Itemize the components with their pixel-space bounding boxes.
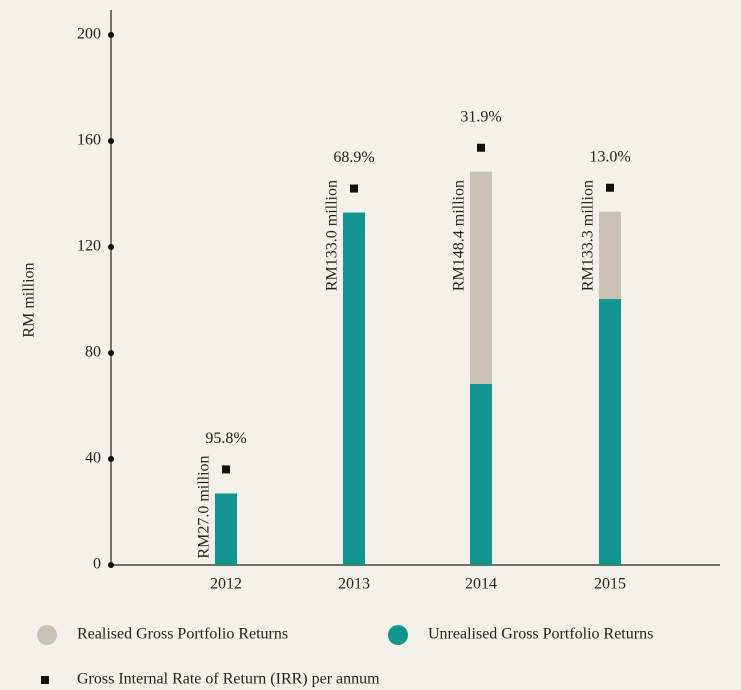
irr-label: 31.9% — [460, 108, 501, 125]
x-tick-label: 2015 — [594, 576, 626, 593]
bar-segment — [343, 212, 365, 566]
y-tick — [108, 138, 114, 144]
irr-label: 13.0% — [589, 148, 630, 165]
legend-label: Gross Internal Rate of Return (IRR) per … — [77, 671, 380, 688]
bar-segment — [470, 384, 492, 565]
y-tick — [108, 562, 114, 568]
y-tick — [108, 350, 114, 356]
y-tick — [108, 244, 114, 250]
bar-segment — [599, 298, 621, 565]
y-tick-label: 40 — [85, 450, 101, 467]
irr-marker — [350, 184, 358, 193]
legend-swatch — [37, 625, 57, 645]
x-tick-label: 2014 — [465, 576, 497, 593]
legend-swatch — [388, 625, 408, 645]
x-tick-label: 2012 — [210, 576, 242, 593]
total-label: RM27.0 million — [196, 455, 213, 558]
y-tick-label: 0 — [93, 556, 101, 573]
total-label: RM133.0 million — [324, 180, 341, 291]
y-tick — [108, 32, 114, 38]
irr-marker — [606, 183, 614, 192]
legend-label: Realised Gross Portfolio Returns — [77, 626, 288, 643]
y-axis-label: RM million — [21, 262, 38, 337]
x-tick-label: 2013 — [338, 576, 370, 593]
bar-segment — [215, 493, 237, 565]
bar-segment — [599, 211, 621, 299]
legend-label: Unrealised Gross Portfolio Returns — [428, 626, 653, 643]
irr-marker — [477, 143, 485, 152]
irr-marker — [222, 465, 230, 474]
legend-swatch — [41, 676, 49, 684]
irr-label: 95.8% — [205, 430, 246, 447]
total-label: RM133.3 million — [580, 180, 597, 291]
y-tick-label: 80 — [85, 344, 101, 361]
total-label: RM148.4 million — [451, 180, 468, 291]
y-tick-label: 120 — [77, 238, 101, 255]
irr-label: 68.9% — [333, 149, 374, 166]
y-tick — [108, 456, 114, 462]
y-tick-label: 160 — [77, 132, 101, 149]
y-tick-label: 200 — [77, 26, 101, 43]
bar-segment — [470, 171, 492, 385]
